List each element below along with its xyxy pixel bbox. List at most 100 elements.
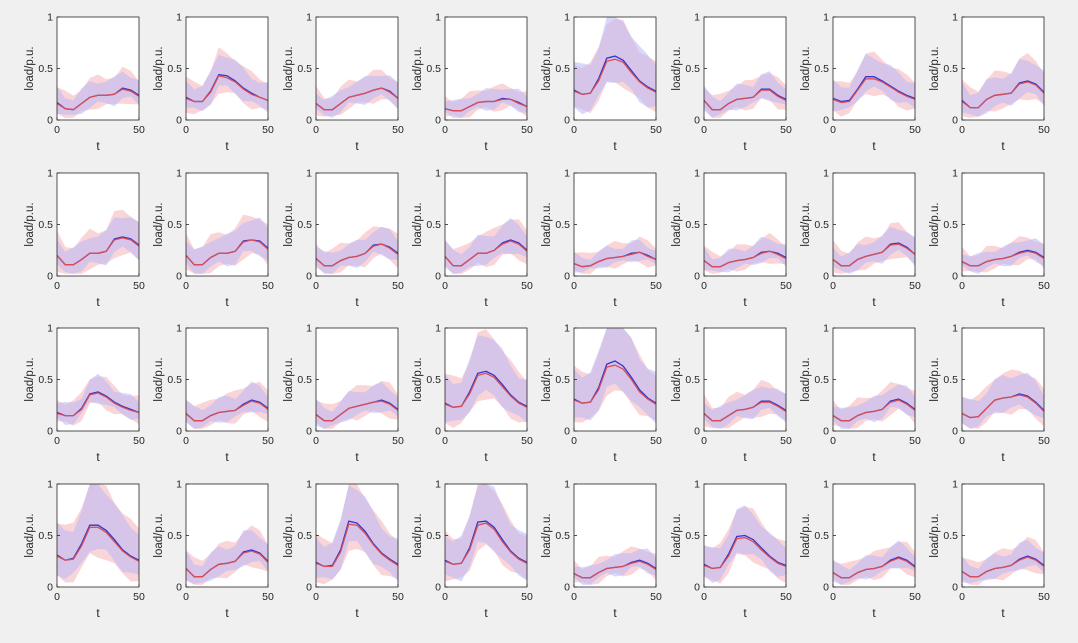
- band-series-a: [186, 217, 268, 274]
- y-axis-label: load/p.u.: [153, 513, 165, 557]
- x-tick-label: 0: [701, 435, 707, 447]
- subplot-4: 0 0.5 1 0 50 t load/p.u.: [412, 12, 533, 154]
- x-tick-label: 0: [313, 280, 319, 292]
- y-tick-label: 0.5: [297, 219, 312, 231]
- x-axis-label: t: [484, 450, 488, 464]
- x-tick-label: 0: [183, 124, 189, 136]
- y-tick-label: 0: [952, 115, 958, 127]
- x-tick-label: 0: [830, 124, 836, 136]
- y-tick-label: 0.5: [38, 63, 53, 75]
- subplot-18: 0 0.5 1 0 50 t load/p.u.: [153, 323, 274, 465]
- y-tick-label: 1: [306, 323, 312, 335]
- subplot-20: 0 0.5 1 0 50 t load/p.u.: [412, 323, 533, 465]
- x-axis-label: t: [225, 606, 229, 620]
- y-tick-label: 0: [176, 582, 182, 594]
- y-tick-label: 1: [952, 323, 958, 335]
- y-tick-label: 0: [47, 115, 53, 127]
- line-series-b: [445, 522, 527, 565]
- subplot-21: 0 0.5 1 0 50 t load/p.u.: [541, 323, 662, 465]
- y-tick-label: 0.5: [167, 374, 182, 386]
- y-tick-label: 0: [176, 426, 182, 438]
- subplot-25: 0 0.5 1 0 50 t load/p.u.: [24, 479, 145, 621]
- x-tick-label: 0: [701, 280, 707, 292]
- x-tick-label: 50: [133, 591, 145, 603]
- subplot-32: 0 0.5 1 0 50 t load/p.u.: [929, 479, 1050, 621]
- line-series-b: [962, 81, 1044, 109]
- y-axis-label: load/p.u.: [283, 202, 295, 246]
- subplot-29: 0 0.5 1 0 50 t load/p.u.: [541, 479, 662, 621]
- y-axis-label: load/p.u.: [929, 513, 941, 557]
- x-tick-label: 50: [1038, 591, 1050, 603]
- line-series-b: [962, 556, 1044, 578]
- y-tick-label: 0: [564, 115, 570, 127]
- y-tick-label: 0: [564, 426, 570, 438]
- line-series-b: [704, 536, 786, 570]
- x-tick-label: 0: [313, 591, 319, 603]
- line-series-b: [574, 58, 656, 95]
- line-series-a: [57, 524, 139, 561]
- y-tick-label: 0.5: [814, 63, 829, 75]
- y-tick-label: 0.5: [426, 63, 441, 75]
- y-tick-label: 0.5: [685, 219, 700, 231]
- y-tick-label: 0.5: [555, 219, 570, 231]
- y-axis-label: load/p.u.: [800, 46, 812, 90]
- x-tick-label: 50: [133, 435, 145, 447]
- x-axis-label: t: [743, 606, 747, 620]
- x-tick-label: 50: [650, 435, 662, 447]
- line-series-b: [186, 400, 268, 422]
- subplot-19: 0 0.5 1 0 50 t load/p.u.: [283, 323, 404, 465]
- x-axis-label: t: [872, 450, 876, 464]
- line-series-b: [57, 88, 139, 111]
- line-series-b: [704, 401, 786, 422]
- y-axis-label: load/p.u.: [412, 202, 424, 246]
- line-series-b: [833, 557, 915, 579]
- line-series-b: [57, 237, 139, 266]
- x-tick-label: 50: [1038, 280, 1050, 292]
- subplot-8: 0 0.5 1 0 50 t load/p.u.: [929, 12, 1050, 154]
- x-tick-label: 0: [54, 124, 60, 136]
- line-series-b: [962, 250, 1044, 267]
- x-axis-label: t: [613, 606, 617, 620]
- y-tick-label: 1: [47, 12, 53, 24]
- band-series-a: [57, 484, 139, 580]
- y-tick-label: 1: [952, 12, 958, 24]
- y-tick-label: 0.5: [685, 63, 700, 75]
- subplot-15: 0 0.5 1 0 50 t load/p.u.: [800, 168, 921, 310]
- x-tick-label: 50: [521, 280, 533, 292]
- x-tick-label: 50: [392, 591, 404, 603]
- line-series-b: [186, 74, 268, 103]
- subplot-5: 0 0.5 1 0 50 t load/p.u.: [541, 12, 662, 154]
- y-tick-label: 0.5: [167, 219, 182, 231]
- line-series-b: [962, 394, 1044, 419]
- line-series-b: [574, 364, 656, 405]
- line-series-b: [316, 523, 398, 568]
- subplot-3: 0 0.5 1 0 50 t load/p.u.: [283, 12, 404, 154]
- band-series-a: [186, 381, 268, 429]
- y-axis-label: load/p.u.: [800, 513, 812, 557]
- x-tick-label: 50: [650, 124, 662, 136]
- band-series-a: [186, 530, 268, 584]
- y-tick-label: 0.5: [685, 530, 700, 542]
- y-tick-label: 0: [694, 271, 700, 283]
- x-tick-label: 0: [959, 124, 965, 136]
- x-tick-label: 50: [262, 124, 274, 136]
- x-tick-label: 50: [650, 591, 662, 603]
- y-axis-label: load/p.u.: [541, 46, 553, 90]
- x-tick-label: 50: [650, 280, 662, 292]
- band-series-a: [57, 217, 139, 274]
- x-tick-label: 50: [262, 591, 274, 603]
- x-axis-label: t: [743, 139, 747, 153]
- x-tick-label: 50: [392, 124, 404, 136]
- y-tick-label: 0.5: [426, 374, 441, 386]
- line-series-b: [186, 550, 268, 578]
- x-axis-label: t: [484, 139, 488, 153]
- subplot-7: 0 0.5 1 0 50 t load/p.u.: [800, 12, 921, 154]
- x-tick-label: 50: [521, 591, 533, 603]
- subplot-13: 0 0.5 1 0 50 t load/p.u.: [541, 168, 662, 310]
- x-tick-label: 0: [54, 280, 60, 292]
- y-axis-label: load/p.u.: [412, 46, 424, 90]
- y-axis-label: load/p.u.: [541, 357, 553, 401]
- subplot-10: 0 0.5 1 0 50 t load/p.u.: [153, 168, 274, 310]
- y-tick-label: 0: [435, 271, 441, 283]
- x-tick-label: 0: [571, 591, 577, 603]
